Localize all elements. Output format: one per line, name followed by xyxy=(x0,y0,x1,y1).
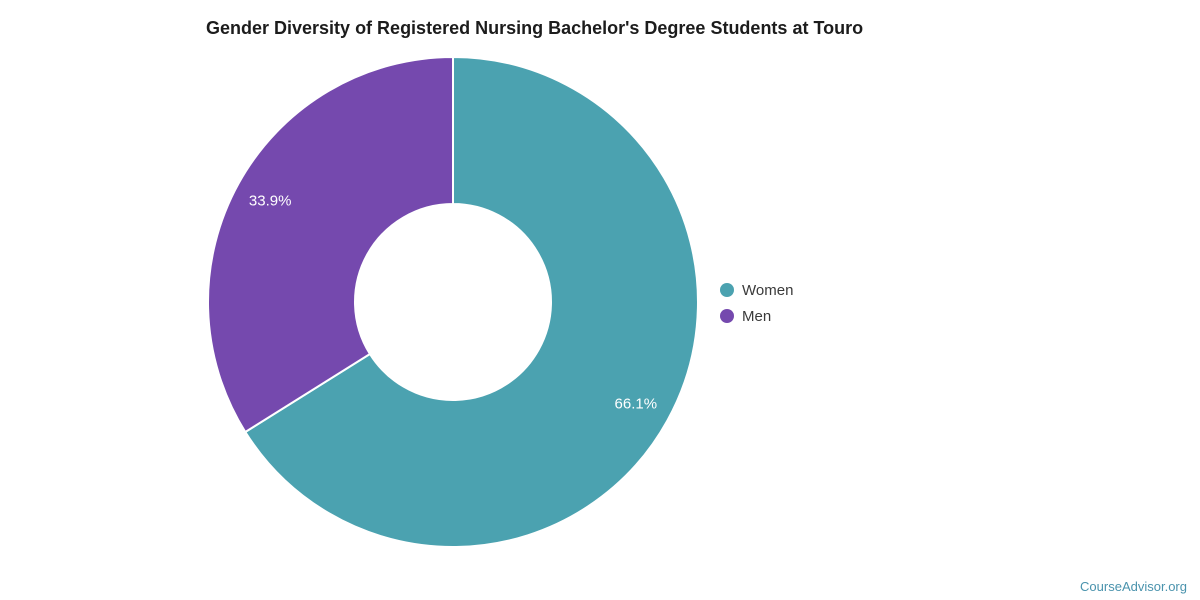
watermark-link[interactable]: CourseAdvisor.org xyxy=(1080,579,1187,594)
pie-slice-men[interactable] xyxy=(207,55,454,434)
legend-label: Women xyxy=(742,281,794,299)
slice-label-women: 66.1% xyxy=(615,395,658,412)
chart-title: Gender Diversity of Registered Nursing B… xyxy=(206,18,864,38)
legend-item-women[interactable]: Women xyxy=(720,277,793,303)
legend-dot-women xyxy=(720,283,734,297)
chart-legend: Women Men xyxy=(720,277,793,329)
donut-chart: 66.1% 33.9% xyxy=(207,55,699,548)
legend-item-men[interactable]: Men xyxy=(720,303,793,329)
slice-label-men: 33.9% xyxy=(249,193,292,210)
legend-dot-men xyxy=(720,309,734,323)
legend-label: Men xyxy=(742,307,772,325)
pie-slice-women[interactable] xyxy=(243,55,699,548)
